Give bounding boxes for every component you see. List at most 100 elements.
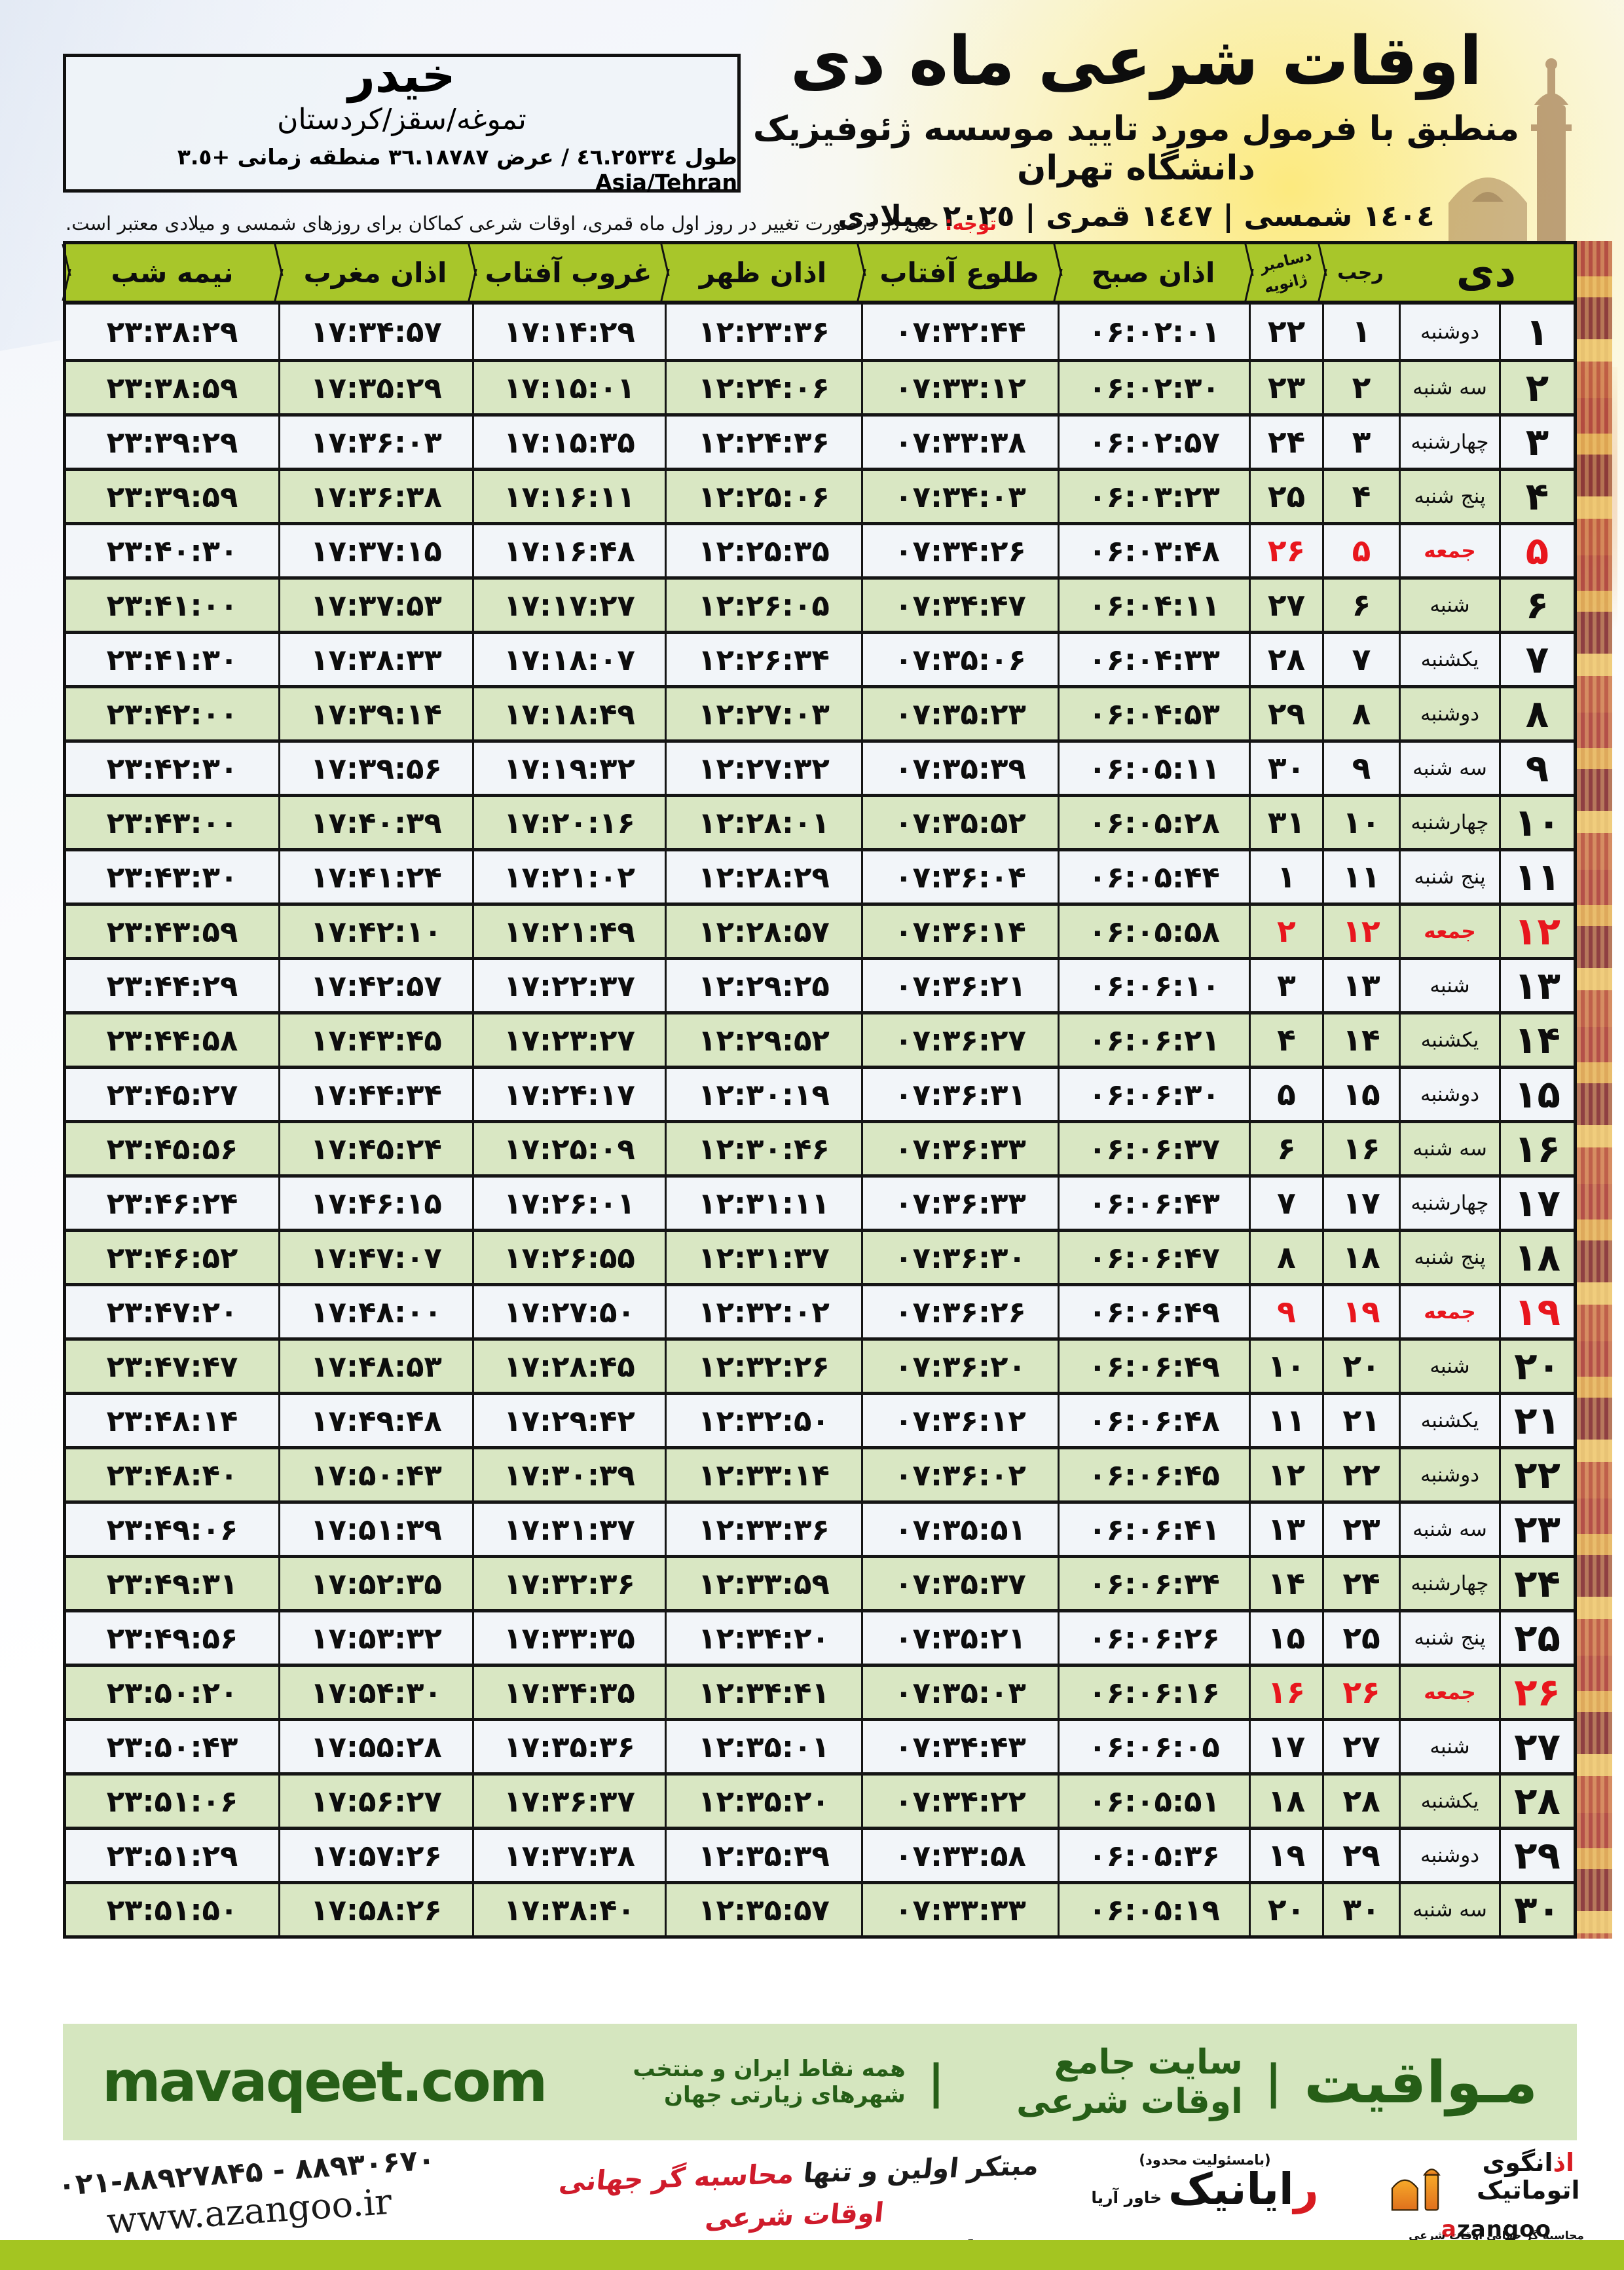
column-header-sunrise: طلوع آفتاب bbox=[861, 244, 1058, 301]
azan-maghreb-time: ۱۷:۴۰:۳۹ bbox=[278, 797, 472, 848]
azan-sobh-time: ۰۶:۰۵:۱۹ bbox=[1058, 1884, 1249, 1935]
azan-sobh-time: ۰۶:۰۲:۰۱ bbox=[1058, 305, 1249, 359]
column-header-sunset: غروب آفتاب bbox=[472, 244, 665, 301]
region-name: تموغه/سقز/کردستان bbox=[277, 102, 526, 136]
midnight-time: ۲۳:۴۱:۰۰ bbox=[106, 587, 238, 623]
divider: | bbox=[1264, 2055, 1282, 2109]
weekday-name: شنبه bbox=[1399, 960, 1499, 1011]
table-row: ۲۵ پنج شنبه ۲۵ ۱۵ ۰۶:۰۶:۲۶ ۰۷:۳۵:۲۱ ۱۲:۳… bbox=[66, 1609, 1574, 1664]
rajab-day-number: ۵ bbox=[1322, 525, 1399, 576]
table-row: ۱۰ چهارشنبه ۱۰ ۳۱ ۰۶:۰۵:۲۸ ۰۷:۳۵:۵۲ ۱۲:۲… bbox=[66, 794, 1574, 848]
weekday-name: سه شنبه bbox=[1399, 1884, 1499, 1935]
azan-maghreb-time: ۱۷:۳۴:۵۷ bbox=[278, 305, 472, 359]
table-row: ۱۲ جمعه ۱۲ ۲ ۰۶:۰۵:۵۸ ۰۷:۳۶:۱۴ ۱۲:۲۸:۵۷ … bbox=[66, 902, 1574, 957]
gregorian-day-number: ۱۶ bbox=[1249, 1667, 1322, 1718]
azan-zohr-time: ۱۲:۲۸:۰۱ bbox=[665, 797, 861, 848]
azan-zohr-time: ۱۲:۳۰:۱۹ bbox=[665, 1069, 861, 1120]
gregorian-day-number: ۳ bbox=[1249, 960, 1322, 1011]
sunset-time: ۱۷:۲۳:۲۷ bbox=[472, 1014, 665, 1066]
dey-day-number: ۲ bbox=[1499, 362, 1574, 413]
azan-maghreb-time: ۱۷:۴۸:۵۳ bbox=[278, 1341, 472, 1392]
dey-day-number: ۲۵ bbox=[1499, 1612, 1574, 1664]
azan-zohr-time: ۱۲:۲۵:۰۶ bbox=[665, 471, 861, 522]
weekday-name: دوشنبه bbox=[1399, 688, 1499, 739]
rajab-day-number: ۷ bbox=[1322, 634, 1399, 685]
azan-sobh-time: ۰۶:۰۶:۳۰ bbox=[1058, 1069, 1249, 1120]
azan-zohr-time: ۱۲:۳۴:۲۰ bbox=[665, 1612, 861, 1664]
table-row: ۶ شنبه ۶ ۲۷ ۰۶:۰۴:۱۱ ۰۷:۳۴:۴۷ ۱۲:۲۶:۰۵ ۱… bbox=[66, 576, 1574, 631]
rajab-day-number: ۱۶ bbox=[1322, 1123, 1399, 1174]
azan-zohr-time: ۱۲:۳۰:۴۶ bbox=[665, 1123, 861, 1174]
weekday-name: پنج شنبه bbox=[1399, 471, 1499, 522]
mavaqeet-domain-link[interactable]: mavaqeet.com bbox=[102, 2049, 547, 2115]
weekday-name: سه شنبه bbox=[1399, 1123, 1499, 1174]
azan-maghreb-time: ۱۷:۵۰:۴۳ bbox=[278, 1449, 472, 1500]
midnight-time: ۲۳:۵۱:۲۹ bbox=[106, 1838, 238, 1873]
rajab-day-number: ۱۷ bbox=[1322, 1178, 1399, 1229]
rajab-day-number: ۶ bbox=[1322, 580, 1399, 631]
gregorian-day-number: ۵ bbox=[1249, 1069, 1322, 1120]
azan-zohr-time: ۱۲:۲۷:۳۲ bbox=[665, 743, 861, 794]
weekday-name: پنج شنبه bbox=[1399, 851, 1499, 902]
sunset-time: ۱۷:۲۸:۴۵ bbox=[472, 1341, 665, 1392]
sunset-time: ۱۷:۲۱:۰۲ bbox=[472, 851, 665, 902]
ornate-border-strip bbox=[1577, 241, 1612, 1939]
dey-day-number: ۱۲ bbox=[1499, 906, 1574, 957]
gregorian-day-number: ۱۴ bbox=[1249, 1558, 1322, 1609]
azan-maghreb-time: ۱۷:۳۷:۵۳ bbox=[278, 580, 472, 631]
midnight-time: ۲۳:۵۱:۵۰ bbox=[106, 1892, 238, 1927]
azan-zohr-time: ۱۲:۳۲:۰۲ bbox=[665, 1286, 861, 1337]
sunset-time: ۱۷:۲۷:۵۰ bbox=[472, 1286, 665, 1337]
table-row: ۴ پنج شنبه ۴ ۲۵ ۰۶:۰۳:۲۳ ۰۷:۳۴:۰۳ ۱۲:۲۵:… bbox=[66, 468, 1574, 522]
midnight-time: ۲۳:۴۹:۳۱ bbox=[106, 1566, 238, 1601]
azangoo-persian-name: اذانگوی اتوماتیک bbox=[1476, 2148, 1580, 2205]
azan-zohr-time: ۱۲:۳۱:۳۷ bbox=[665, 1232, 861, 1283]
azan-zohr-time: ۱۲:۳۵:۵۷ bbox=[665, 1884, 861, 1935]
table-row: ۱۵ دوشنبه ۱۵ ۵ ۰۶:۰۶:۳۰ ۰۷:۳۶:۳۱ ۱۲:۳۰:۱… bbox=[66, 1066, 1574, 1120]
azan-maghreb-time: ۱۷:۳۶:۰۳ bbox=[278, 417, 472, 468]
sunrise-time: ۰۷:۳۶:۲۰ bbox=[861, 1341, 1058, 1392]
weekday-name: چهارشنبه bbox=[1399, 797, 1499, 848]
azan-maghreb-time: ۱۷:۳۷:۱۵ bbox=[278, 525, 472, 576]
azan-maghreb-time: ۱۷:۴۲:۵۷ bbox=[278, 960, 472, 1011]
gregorian-day-number: ۱۵ bbox=[1249, 1612, 1322, 1664]
rajab-day-number: ۲۷ bbox=[1322, 1721, 1399, 1772]
sunrise-time: ۰۷:۳۵:۳۹ bbox=[861, 743, 1058, 794]
title-block: اوقات شرعی ماه دی منطبق با فرمول مورد تا… bbox=[733, 22, 1539, 233]
sunset-time: ۱۷:۱۹:۳۲ bbox=[472, 743, 665, 794]
sunrise-time: ۰۷:۳۳:۵۸ bbox=[861, 1830, 1058, 1881]
weekday-name: سه شنبه bbox=[1399, 743, 1499, 794]
rajab-day-number: ۲ bbox=[1322, 362, 1399, 413]
weekday-name: یکشنبه bbox=[1399, 1395, 1499, 1446]
midnight-time: ۲۳:۴۷:۴۷ bbox=[106, 1349, 238, 1384]
azan-zohr-time: ۱۲:۳۳:۵۹ bbox=[665, 1558, 861, 1609]
calendar-years-line: ١٤٠٤ شمسی | ١٤٤٧ قمری | ٢٠٢٥ میلادی bbox=[838, 198, 1435, 233]
azan-maghreb-time: ۱۷:۵۴:۳۰ bbox=[278, 1667, 472, 1718]
sunrise-time: ۰۷:۳۳:۳۸ bbox=[861, 417, 1058, 468]
azan-sobh-time: ۰۶:۰۶:۳۴ bbox=[1058, 1558, 1249, 1609]
azan-sobh-time: ۰۶:۰۶:۳۷ bbox=[1058, 1123, 1249, 1174]
sunrise-time: ۰۷:۳۶:۲۶ bbox=[861, 1286, 1058, 1337]
azan-maghreb-time: ۱۷:۴۶:۱۵ bbox=[278, 1178, 472, 1229]
rayanik-name: رایانیک bbox=[1168, 2164, 1319, 2214]
azan-maghreb-time: ۱۷:۳۶:۳۸ bbox=[278, 471, 472, 522]
azan-sobh-time: ۰۶:۰۴:۱۱ bbox=[1058, 580, 1249, 631]
table-row: ۲۲ دوشنبه ۲۲ ۱۲ ۰۶:۰۶:۴۵ ۰۷:۳۶:۰۲ ۱۲:۳۳:… bbox=[66, 1446, 1574, 1500]
rayanik-subname: خاور آریا bbox=[1091, 2188, 1162, 2207]
sunset-time: ۱۷:۳۶:۳۷ bbox=[472, 1776, 665, 1827]
gregorian-day-number: ۱۰ bbox=[1249, 1341, 1322, 1392]
table-row: ۸ دوشنبه ۸ ۲۹ ۰۶:۰۴:۵۳ ۰۷:۳۵:۲۳ ۱۲:۲۷:۰۳… bbox=[66, 685, 1574, 739]
azan-maghreb-time: ۱۷:۵۸:۲۶ bbox=[278, 1884, 472, 1935]
page-title: اوقات شرعی ماه دی bbox=[790, 22, 1484, 100]
sunrise-time: ۰۷:۳۶:۳۳ bbox=[861, 1123, 1058, 1174]
rajab-day-number: ۱ bbox=[1322, 305, 1399, 359]
column-header-dey: دی bbox=[1456, 248, 1517, 297]
azan-maghreb-time: ۱۷:۴۷:۰۷ bbox=[278, 1232, 472, 1283]
dey-day-number: ۱ bbox=[1499, 305, 1574, 359]
gregorian-day-number: ۱۱ bbox=[1249, 1395, 1322, 1446]
midnight-time: ۲۳:۴۴:۵۸ bbox=[106, 1022, 238, 1058]
midnight-time: ۲۳:۴۲:۳۰ bbox=[106, 751, 238, 786]
sunrise-time: ۰۷:۳۵:۰۶ bbox=[861, 634, 1058, 685]
table-row: ۲۸ یکشنبه ۲۸ ۱۸ ۰۶:۰۵:۵۱ ۰۷:۳۴:۲۲ ۱۲:۳۵:… bbox=[66, 1772, 1574, 1827]
azan-zohr-time: ۱۲:۳۵:۲۰ bbox=[665, 1776, 861, 1827]
